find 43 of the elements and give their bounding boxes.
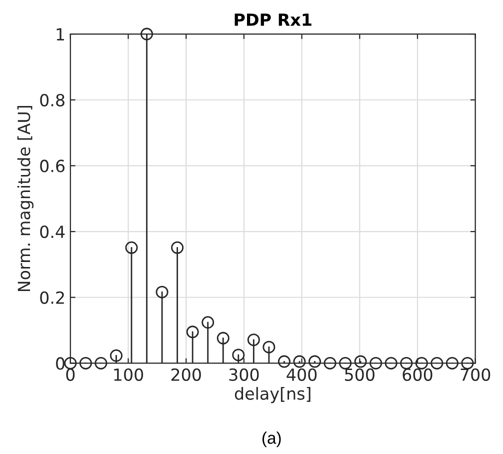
point	[202, 316, 214, 329]
y-tick-label: 0.2	[40, 291, 64, 304]
point	[308, 355, 322, 368]
point	[446, 356, 458, 370]
point	[324, 356, 336, 370]
x-tick-label: 0	[66, 368, 75, 381]
x-tick-label: 400	[286, 368, 317, 381]
x-tick-label: 600	[402, 368, 432, 381]
x-tick-label: 300	[229, 368, 259, 381]
point	[232, 348, 245, 362]
y-tick-label: 1	[56, 28, 64, 40]
y-axis-title: Norm. magnitude [AU]	[17, 106, 34, 292]
point	[125, 241, 138, 254]
point	[430, 356, 444, 370]
x-axis-title: delay[ns]	[234, 386, 310, 404]
point	[384, 356, 398, 370]
y-tick-label: 0.4	[40, 226, 65, 238]
point	[262, 340, 276, 354]
text: (a)	[262, 432, 281, 448]
point	[171, 241, 184, 254]
point	[186, 326, 199, 338]
point	[156, 286, 168, 298]
point	[370, 356, 382, 370]
x-tick-label: 100	[114, 368, 144, 381]
y-tick-label: 0	[56, 357, 64, 370]
point	[94, 356, 108, 370]
point	[400, 356, 413, 370]
chart-title: PDP Rx1	[234, 14, 312, 26]
point	[140, 28, 154, 40]
x-tick-label: 500	[345, 368, 374, 381]
point	[278, 355, 290, 368]
y-tick-label: 0.8	[40, 94, 64, 106]
y-tick-label: 0.6	[40, 160, 65, 172]
point	[216, 332, 230, 344]
point	[354, 355, 367, 368]
point	[79, 356, 92, 370]
point	[247, 334, 260, 346]
point	[293, 355, 306, 368]
point	[110, 349, 122, 362]
point	[339, 356, 352, 370]
x-tick-label: 200	[171, 368, 201, 381]
x-tick-label: 700	[460, 368, 490, 381]
point	[64, 356, 77, 370]
